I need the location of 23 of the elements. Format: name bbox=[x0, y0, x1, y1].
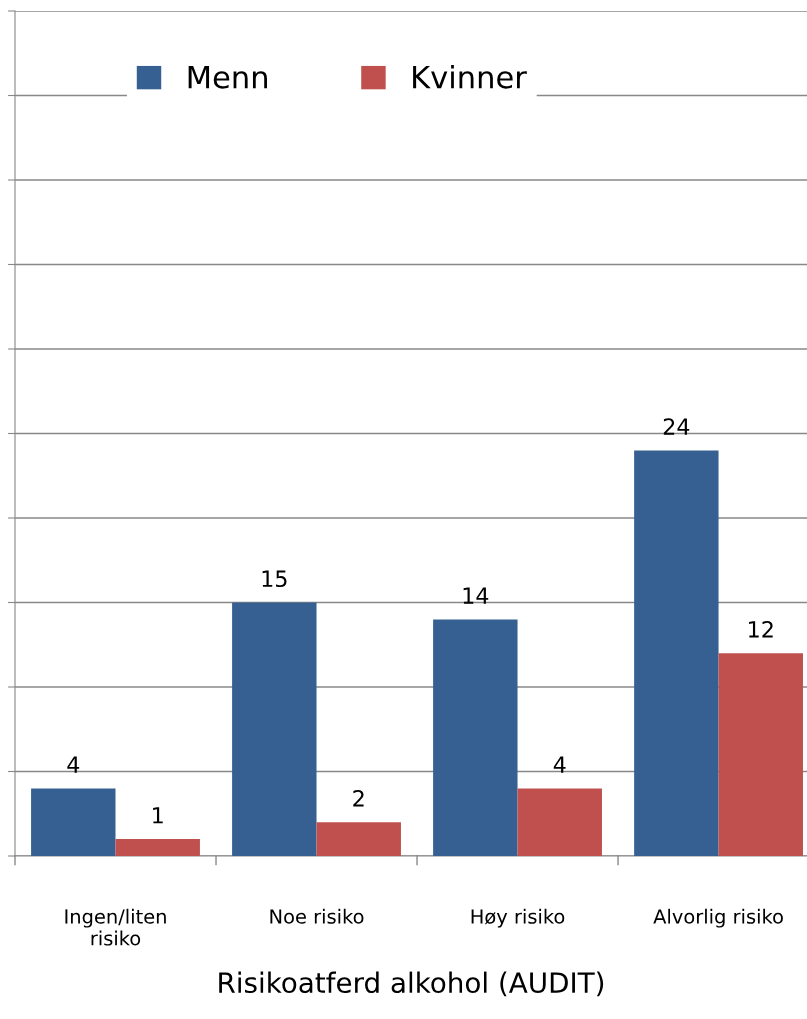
data-label: 24 bbox=[663, 418, 690, 435]
data-label: 15 bbox=[262, 570, 287, 588]
bar bbox=[115, 839, 200, 856]
bar bbox=[316, 822, 401, 856]
x-tick-label: Noe risiko bbox=[270, 908, 364, 924]
x-axis-title: Risikoatferd alkohol (AUDIT) bbox=[219, 971, 604, 997]
x-tick-label: Ingen/liten risiko bbox=[65, 908, 166, 946]
legend-label: Menn bbox=[188, 65, 267, 89]
legend-label: Kvinner bbox=[413, 65, 527, 89]
bar bbox=[31, 788, 116, 856]
data-label: 12 bbox=[749, 620, 773, 638]
data-label: 1 bbox=[153, 807, 163, 824]
data-label: 4 bbox=[67, 756, 80, 773]
bar bbox=[634, 450, 719, 856]
data-label: 4 bbox=[553, 756, 566, 773]
bar bbox=[718, 653, 803, 856]
x-tick-label: Alvorlig risiko bbox=[653, 908, 783, 928]
data-label: 2 bbox=[353, 789, 364, 807]
bar bbox=[232, 602, 317, 856]
x-tick-label: Høy risiko bbox=[471, 908, 565, 928]
bar bbox=[433, 619, 518, 856]
bar bbox=[517, 788, 602, 856]
data-label: 14 bbox=[463, 587, 489, 604]
